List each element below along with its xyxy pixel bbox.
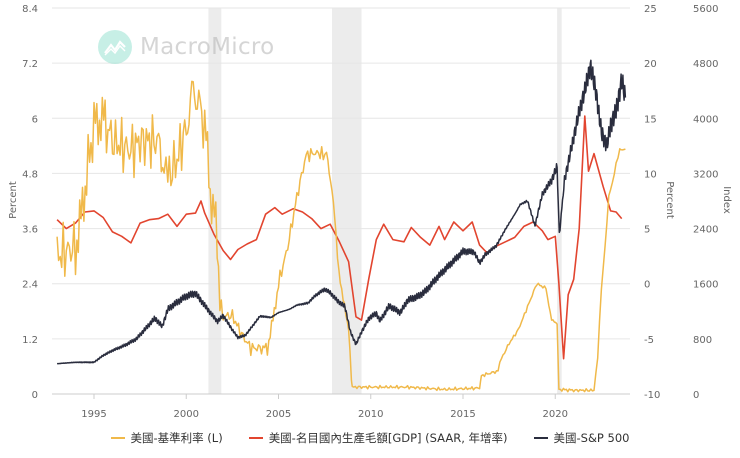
legend-item-fed-rate[interactable]: 美國-基準利率 (L)	[110, 430, 223, 446]
middle-axis-title: Percent	[664, 181, 675, 219]
axis-tick-label: -10	[644, 390, 660, 401]
logo-chart-icon	[98, 30, 132, 64]
right-axis-title: Index	[721, 186, 732, 214]
right-axis: 0 800 1600 2400 3200 4000 4800 5600	[693, 4, 718, 401]
legend-item-sp500[interactable]: 美國-S&P 500	[533, 430, 630, 446]
axis-tick-label: 0	[32, 390, 38, 401]
axis-tick-label: 5600	[693, 4, 718, 15]
axis-tick-label: 4.8	[22, 169, 38, 180]
x-tick-label: 2015	[450, 409, 475, 420]
left-axis: 0 1.2 2.4 3.6 4.8 6 7.2 8.4	[22, 4, 38, 401]
recession-band	[332, 8, 362, 394]
axis-tick-label: 5	[644, 225, 650, 236]
axis-tick-label: 15	[644, 114, 657, 125]
axis-tick-label: 8.4	[22, 4, 38, 15]
legend-label: 美國-基準利率 (L)	[130, 431, 223, 445]
axis-tick-label: 800	[693, 335, 712, 346]
axis-tick-label: 7.2	[22, 59, 38, 70]
x-axis: 1995 2000 2005 2010 2015 2020	[81, 394, 568, 420]
recession-band	[208, 8, 222, 394]
axis-tick-label: 0	[693, 390, 699, 401]
axis-tick-label: 2.4	[22, 280, 38, 291]
x-tick-label: 1995	[81, 409, 106, 420]
axis-tick-label: 6	[32, 114, 38, 125]
legend: 美國-基準利率 (L) 美國-名目國內生產毛額[GDP] (SAAR, 年增率)…	[0, 430, 740, 446]
legend-label: 美國-S&P 500	[553, 431, 630, 445]
axis-tick-label: 10	[644, 169, 657, 180]
axis-tick-label: 0	[644, 280, 650, 291]
x-tick-label: 2010	[358, 409, 383, 420]
axis-tick-label: 3.6	[22, 225, 38, 236]
legend-swatch-icon	[533, 437, 548, 439]
watermark-text: MacroMicro	[140, 34, 275, 60]
axis-tick-label: 4000	[693, 114, 718, 125]
axis-tick-label: 4800	[693, 59, 718, 70]
watermark-logo: MacroMicro	[98, 30, 275, 64]
axis-tick-label: 20	[644, 59, 657, 70]
x-tick-label: 2005	[266, 409, 291, 420]
axis-tick-label: 2400	[693, 225, 718, 236]
axis-tick-label: 25	[644, 4, 657, 15]
fed-rate-line	[56, 80, 626, 393]
legend-item-gdp[interactable]: 美國-名目國內生產毛額[GDP] (SAAR, 年增率)	[248, 430, 508, 446]
axis-tick-label: 1.2	[22, 335, 38, 346]
legend-swatch-icon	[248, 437, 263, 439]
recession-bands	[208, 8, 562, 394]
sp500-line	[56, 59, 627, 365]
series-lines	[56, 59, 627, 393]
left-axis-title: Percent	[8, 181, 19, 219]
legend-swatch-icon	[110, 437, 125, 439]
x-tick-label: 2000	[174, 409, 199, 420]
middle-axis: -10 -5 0 5 10 15 20 25	[644, 4, 660, 401]
axis-tick-label: 3200	[693, 169, 718, 180]
recession-band	[557, 8, 562, 394]
axis-tick-label: 1600	[693, 280, 718, 291]
legend-label: 美國-名目國內生產毛額[GDP] (SAAR, 年增率)	[268, 431, 508, 445]
axis-tick-label: -5	[644, 335, 654, 346]
gdp-growth-line	[56, 115, 623, 360]
x-tick-label: 2020	[543, 409, 568, 420]
